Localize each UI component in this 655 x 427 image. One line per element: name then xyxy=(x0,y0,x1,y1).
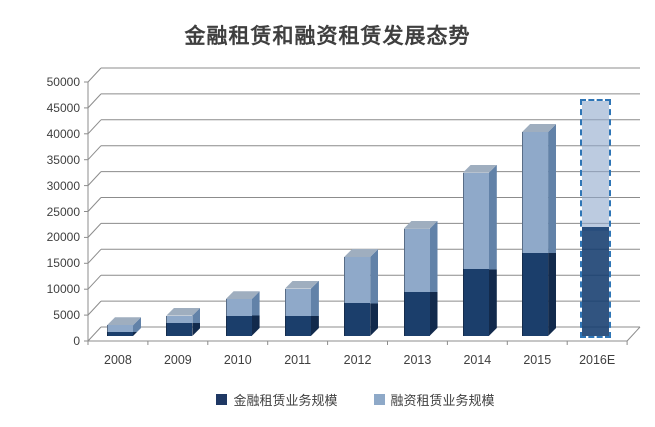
legend-swatch-light xyxy=(373,394,385,405)
bar-top-face xyxy=(225,291,260,300)
bar-segment-finance-leasing xyxy=(403,228,430,293)
bar-segment-financial-leasing xyxy=(344,303,371,336)
y-axis-tick-label: 15000 xyxy=(46,256,80,271)
bar-side-face xyxy=(489,165,497,336)
bar-top-face xyxy=(107,317,141,326)
y-axis-tick-label: 5000 xyxy=(53,308,80,323)
y-axis-tick-label: 0 xyxy=(73,334,80,348)
bar-2013 xyxy=(403,220,438,336)
bar-2016E-estimate xyxy=(580,99,612,338)
x-axis-label-2016E: 2016E xyxy=(579,353,616,367)
bar-side-face xyxy=(133,317,141,336)
legend-swatch-dark xyxy=(216,394,228,405)
bar-2011 xyxy=(284,280,319,336)
legend-item-financial-leasing: 金融租赁业务规模 xyxy=(216,390,338,409)
x-axis-label-2008: 2008 xyxy=(104,353,132,367)
x-axis-label-2013: 2013 xyxy=(403,353,432,367)
legend-label-finance-leasing: 融资租赁业务规模 xyxy=(390,393,495,408)
y-axis-tick-label: 30000 xyxy=(46,178,80,193)
bar-top-face xyxy=(522,124,557,132)
bar-segment-finance-leasing xyxy=(582,101,610,232)
bar-segment-financial-leasing xyxy=(462,269,489,336)
bar-segment-finance-leasing xyxy=(462,172,489,270)
y-axis-tick-label: 45000 xyxy=(46,100,80,115)
bar-2015 xyxy=(522,124,557,336)
y-axis-tick-label: 40000 xyxy=(46,126,80,141)
bar-side-face xyxy=(548,124,556,336)
bar-segment-finance-leasing xyxy=(522,132,549,253)
x-axis-label-2010: 2010 xyxy=(223,353,252,367)
bar-segment-financial-leasing xyxy=(225,315,252,336)
bar-top-face xyxy=(403,220,438,229)
bar-segment-finance-leasing xyxy=(107,325,133,333)
bar-segment-finance-leasing xyxy=(225,299,252,316)
bar-2010 xyxy=(225,291,260,336)
x-axis-label-2011: 2011 xyxy=(284,353,312,367)
bar-segment-financial-leasing xyxy=(403,292,430,336)
legend: 金融租赁业务规模 融资租赁业务规模 xyxy=(28,390,655,409)
bar-segment-finance-leasing xyxy=(344,256,371,304)
y-axis-tick-label: 10000 xyxy=(46,282,80,297)
y-axis-tick-label: 20000 xyxy=(46,230,80,245)
x-axis-label-2009: 2009 xyxy=(163,353,192,367)
bar-segment-financial-leasing xyxy=(284,315,311,336)
chart-title: 金融租赁和融资租赁发展态势 xyxy=(184,25,471,48)
bar-top-face xyxy=(462,164,497,173)
bar-segment-financial-leasing xyxy=(107,332,133,336)
bar-top-face xyxy=(284,280,319,289)
bar-side-face xyxy=(311,281,319,336)
bar-top-face xyxy=(166,307,201,316)
legend-label-financial-leasing: 金融租赁业务规模 xyxy=(233,393,338,408)
bar-2009 xyxy=(166,307,201,336)
bar-side-face xyxy=(430,221,438,336)
y-axis-tick-label: 35000 xyxy=(46,152,80,167)
bar-segment-finance-leasing xyxy=(284,288,311,316)
bar-segment-finance-leasing xyxy=(166,315,193,323)
y-axis-tick-label: 25000 xyxy=(46,204,80,219)
bar-side-face xyxy=(192,308,200,336)
bar-segment-financial-leasing xyxy=(522,252,549,336)
y-axis-tick-label: 50000 xyxy=(46,75,80,89)
x-axis-label-2014: 2014 xyxy=(463,353,492,367)
x-axis-label-2012: 2012 xyxy=(343,353,372,367)
bar-segment-financial-leasing xyxy=(582,227,610,336)
bar-2008 xyxy=(107,317,141,336)
bar-segment-financial-leasing xyxy=(166,322,193,336)
bar-side-face xyxy=(370,249,378,336)
legend-item-finance-leasing: 融资租赁业务规模 xyxy=(373,390,495,409)
bar-side-face xyxy=(252,291,260,336)
x-axis-label-2015: 2015 xyxy=(523,353,552,367)
bar-2012 xyxy=(344,248,379,336)
bar-2014 xyxy=(462,164,497,336)
bar-top-face xyxy=(344,248,379,257)
